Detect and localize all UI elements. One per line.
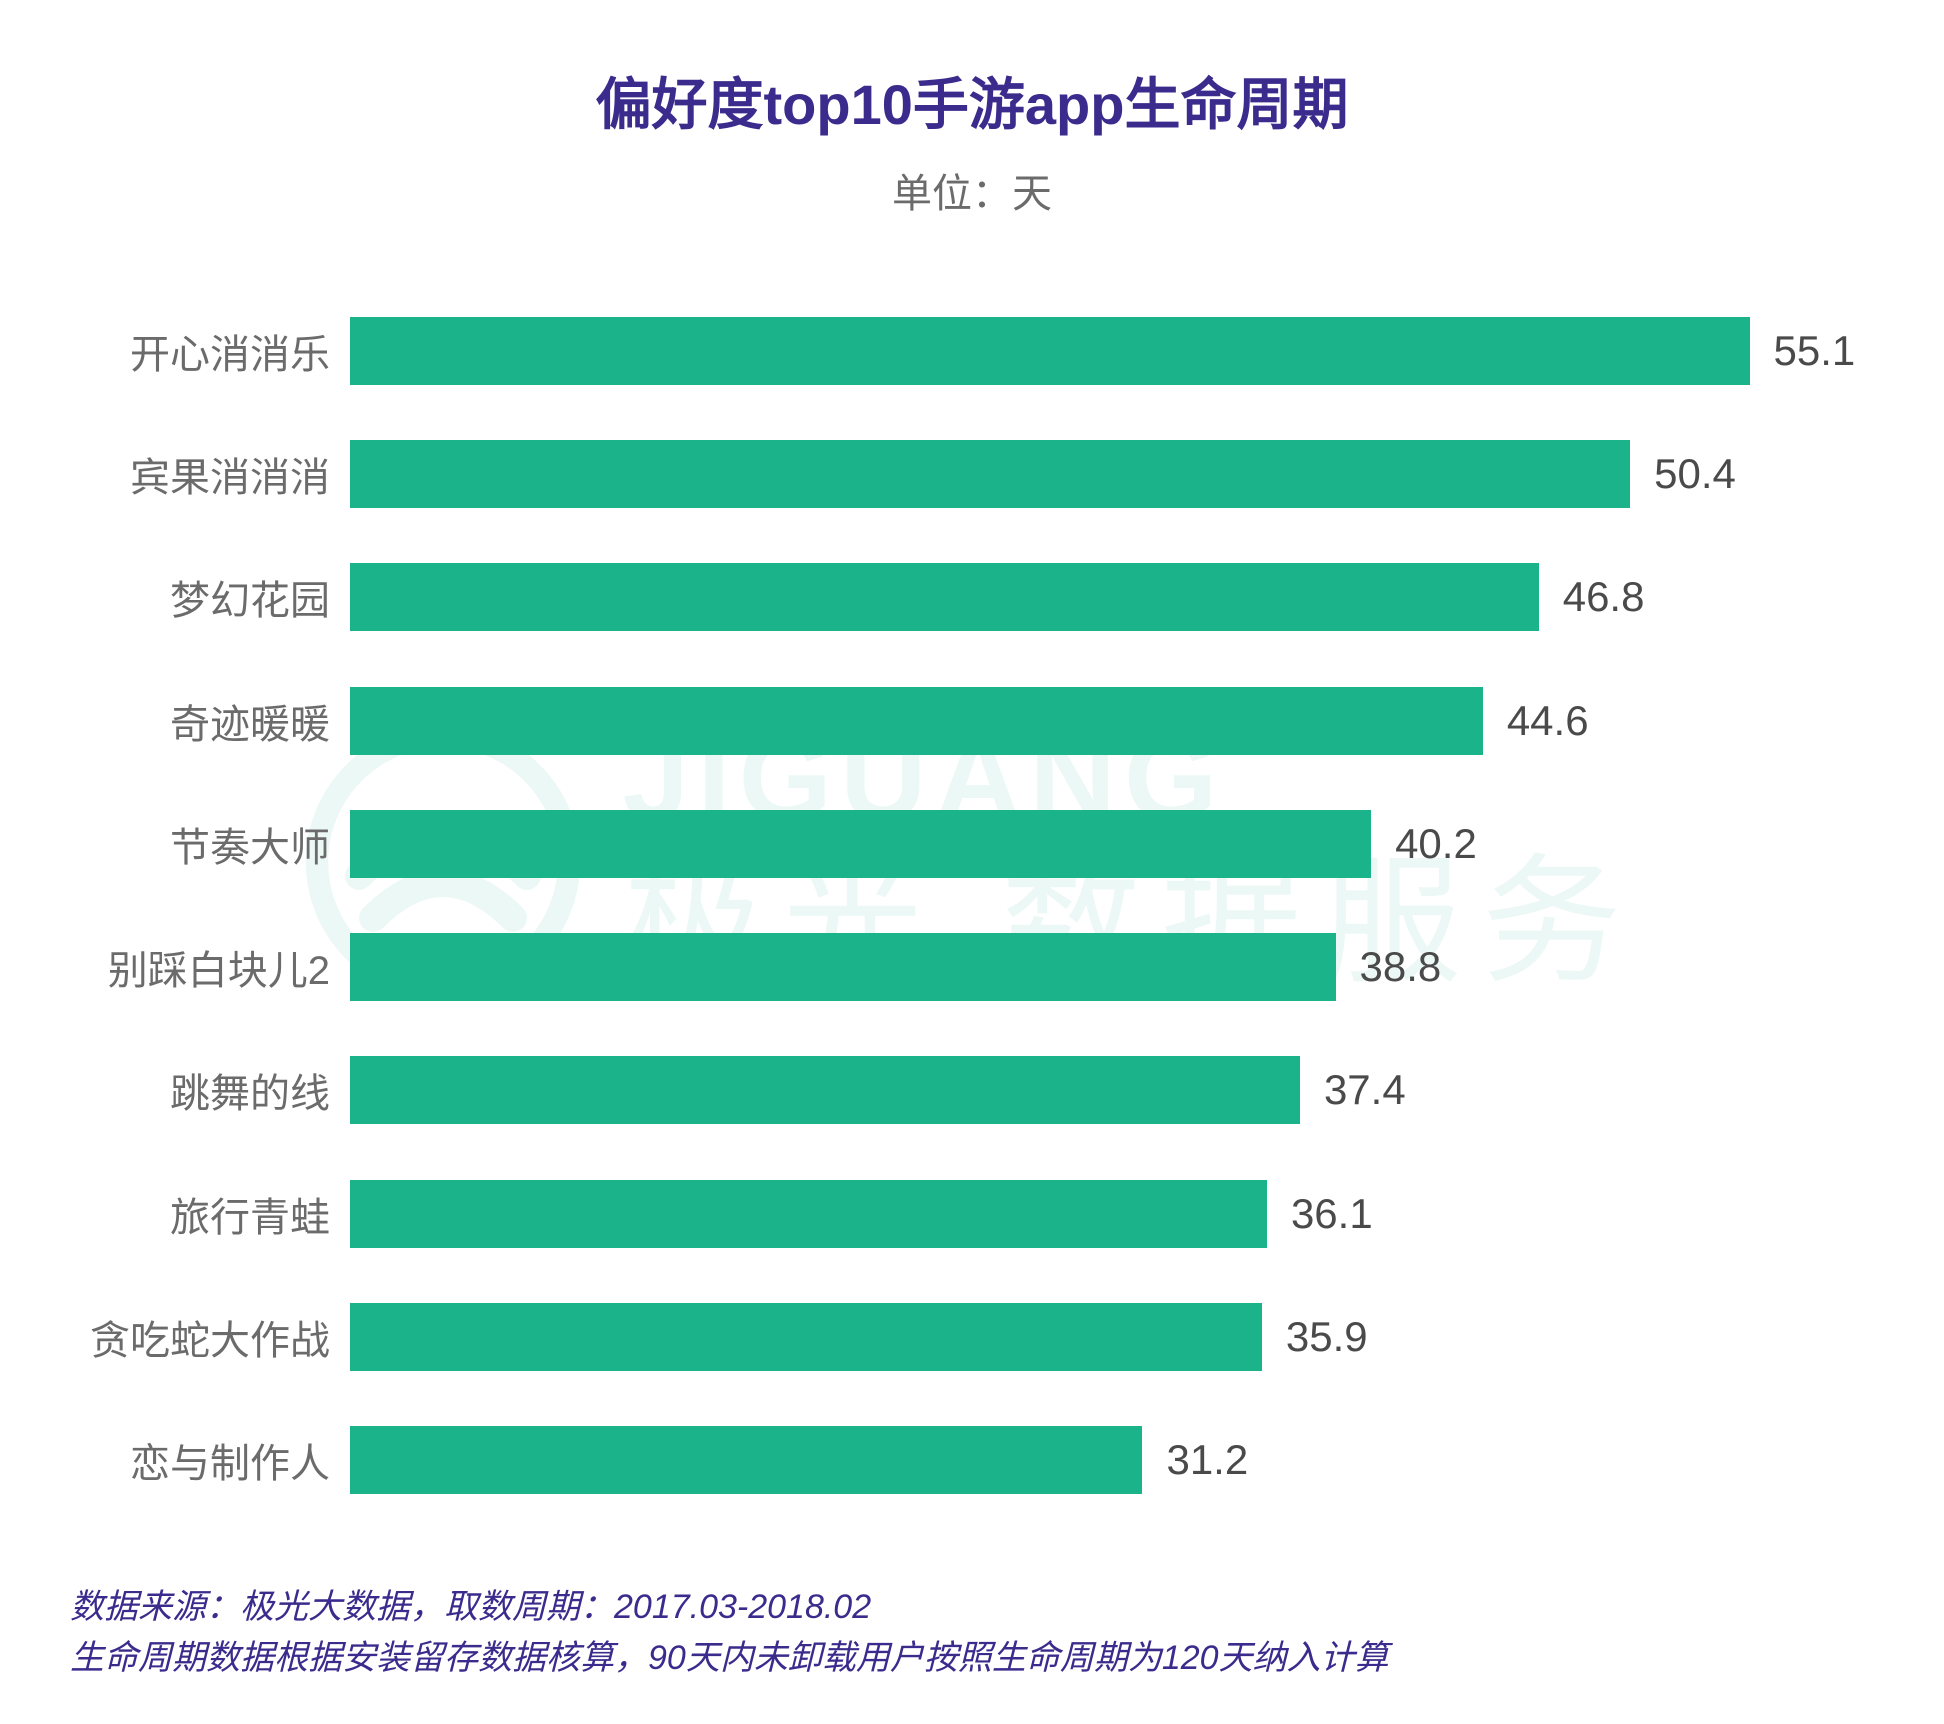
bar-fill: [350, 933, 1336, 1001]
bar-value: 40.2: [1371, 820, 1477, 868]
bar-track: 55.1: [350, 317, 1874, 385]
chart-footer: 数据来源：极光大数据，取数周期：2017.03-2018.02 生命周期数据根据…: [70, 1562, 1874, 1684]
bar-label: 宾果消消消: [70, 445, 350, 503]
footer-line-1: 数据来源：极光大数据，取数周期：2017.03-2018.02: [70, 1582, 1874, 1633]
bar-value: 31.2: [1142, 1436, 1248, 1484]
bar-label: 开心消消乐: [70, 322, 350, 380]
bar-label: 奇迹暖暖: [70, 692, 350, 750]
bar-label: 梦幻花园: [70, 568, 350, 626]
chart-subtitle: 单位：天: [70, 161, 1874, 219]
bar-label: 恋与制作人: [70, 1431, 350, 1489]
footer-line-2: 生命周期数据根据安装留存数据核算，90天内未卸载用户按照生命周期为120天纳入计…: [70, 1633, 1874, 1684]
bar-track: 40.2: [350, 810, 1874, 878]
bar-fill: [350, 440, 1630, 508]
chart-area: 开心消消乐 55.1 宾果消消消 50.4 梦幻花园 46.8 奇迹暖暖 44.6 节奏大师 40…: [70, 289, 1874, 1562]
bar-row: 贪吃蛇大作战 35.9: [70, 1289, 1874, 1385]
bar-track: 36.1: [350, 1180, 1874, 1248]
bar-track: 31.2: [350, 1426, 1874, 1494]
bar-track: 35.9: [350, 1303, 1874, 1371]
bar-value: 37.4: [1300, 1066, 1406, 1114]
bar-label: 旅行青蛙: [70, 1185, 350, 1243]
bar-row: 恋与制作人 31.2: [70, 1412, 1874, 1508]
bar-fill: [350, 1180, 1267, 1248]
bar-track: 37.4: [350, 1056, 1874, 1124]
bar-fill: [350, 810, 1371, 878]
bar-label: 别踩白块儿2: [70, 938, 350, 996]
bar-row: 开心消消乐 55.1: [70, 303, 1874, 399]
bar-value: 38.8: [1336, 943, 1442, 991]
bar-value: 44.6: [1483, 697, 1589, 745]
bar-label: 跳舞的线: [70, 1061, 350, 1119]
bar-row: 别踩白块儿2 38.8: [70, 919, 1874, 1015]
bar-row: 宾果消消消 50.4: [70, 426, 1874, 522]
bar-value: 35.9: [1262, 1313, 1368, 1361]
bar-fill: [350, 687, 1483, 755]
bar-value: 55.1: [1750, 327, 1856, 375]
chart-container: 偏好度top10手游app生命周期 单位：天 开心消消乐 55.1 宾果消消消 50.…: [0, 0, 1944, 1724]
bar-row: 旅行青蛙 36.1: [70, 1166, 1874, 1262]
bar-fill: [350, 563, 1539, 631]
bar-label: 节奏大师: [70, 815, 350, 873]
bar-fill: [350, 1426, 1142, 1494]
bar-fill: [350, 1303, 1262, 1371]
bar-row: 节奏大师 40.2: [70, 796, 1874, 892]
bar-value: 36.1: [1267, 1190, 1373, 1238]
bar-label: 贪吃蛇大作战: [70, 1308, 350, 1366]
bar-track: 38.8: [350, 933, 1874, 1001]
bar-track: 44.6: [350, 687, 1874, 755]
bar-fill: [350, 1056, 1300, 1124]
bar-track: 50.4: [350, 440, 1874, 508]
bar-track: 46.8: [350, 563, 1874, 631]
bar-value: 50.4: [1630, 450, 1736, 498]
bar-fill: [350, 317, 1750, 385]
bar-row: 跳舞的线 37.4: [70, 1042, 1874, 1138]
chart-title: 偏好度top10手游app生命周期: [70, 60, 1874, 141]
bar-row: 奇迹暖暖 44.6: [70, 673, 1874, 769]
bar-value: 46.8: [1539, 573, 1645, 621]
bar-row: 梦幻花园 46.8: [70, 549, 1874, 645]
